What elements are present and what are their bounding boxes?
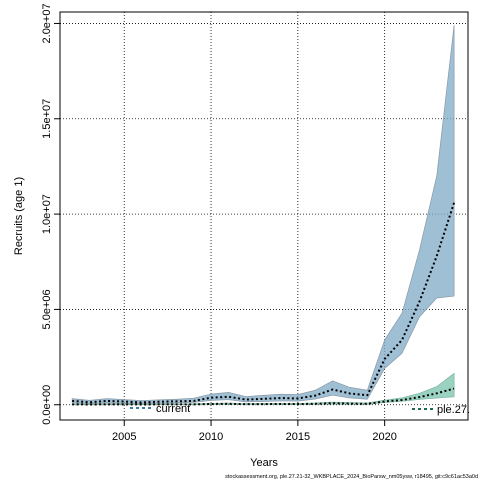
legend-ple27: ple.27. — [412, 404, 470, 416]
legend-ple27-label: ple.27. — [437, 404, 470, 416]
y-axis: 0.0e+00 5.0e+06 1.0e+07 1.5e+07 2.0e+07 — [41, 3, 60, 425]
x-tick-label-2015: 2015 — [286, 431, 310, 443]
band-ple27 — [71, 372, 455, 406]
legend-current: current — [130, 403, 190, 415]
confidence-bands — [71, 25, 455, 406]
y-tick-label-4: 2.0e+07 — [41, 3, 53, 43]
x-tick-label-2020: 2020 — [372, 431, 396, 443]
y-tick-label-1: 5.0e+06 — [41, 289, 53, 329]
grid-lines — [60, 12, 468, 420]
footer-text: stockassessment.org, ple.27.21-32_WKBPLA… — [225, 474, 478, 480]
y-tick-label-3: 1.5e+07 — [41, 99, 53, 139]
series-lines — [72, 202, 456, 406]
x-tick-label-2010: 2010 — [199, 431, 223, 443]
x-axis-title: Years — [250, 457, 278, 469]
band-current — [71, 25, 455, 404]
plot-frame — [59, 11, 469, 421]
x-axis: 2005 2010 2015 2020 — [112, 420, 397, 443]
y-axis-title: Recruits (age 1) — [13, 177, 25, 255]
y-tick-label-2: 1.0e+07 — [41, 194, 53, 234]
line-ple27 — [72, 387, 455, 406]
x-tick-label-2005: 2005 — [112, 431, 136, 443]
legend-current-label: current — [156, 403, 190, 415]
line-current — [72, 202, 456, 404]
y-tick-label-0: 0.0e+00 — [41, 385, 53, 425]
